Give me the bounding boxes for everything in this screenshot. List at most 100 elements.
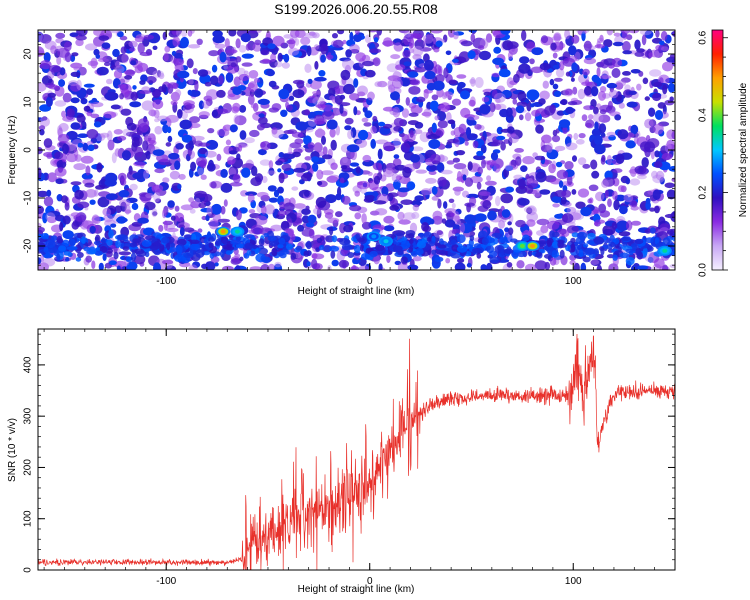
heatmap-cell bbox=[278, 237, 286, 245]
heatmap-cell bbox=[594, 121, 599, 132]
heatmap-cell bbox=[407, 264, 419, 270]
heatmap-cell bbox=[198, 142, 211, 147]
heatmap-cell bbox=[277, 168, 282, 173]
heatmap-cell bbox=[188, 78, 194, 85]
heatmap-cell bbox=[536, 230, 544, 236]
heatmap-cell bbox=[414, 66, 427, 73]
heatmap-cell bbox=[220, 168, 228, 178]
heatmap-cell bbox=[357, 85, 368, 97]
heatmap-cell bbox=[410, 200, 423, 206]
heatmap-cell bbox=[466, 262, 472, 268]
heatmap-cell bbox=[565, 88, 573, 96]
heatmap-cell bbox=[210, 181, 217, 189]
heatmap-cell bbox=[343, 83, 355, 95]
heatmap-cell bbox=[162, 124, 169, 134]
heatmap-cell bbox=[506, 77, 515, 88]
heatmap-cell bbox=[338, 259, 350, 268]
heatmap-cell bbox=[130, 60, 137, 66]
heatmap-cell bbox=[85, 189, 97, 198]
heatmap-cell bbox=[129, 242, 138, 248]
heatmap-cell bbox=[562, 126, 568, 135]
heatmap-cell bbox=[476, 150, 484, 157]
heatmap-cell bbox=[444, 208, 458, 215]
heatmap-cell bbox=[476, 252, 482, 259]
heatmap-cell bbox=[283, 202, 295, 212]
heatmap-cell bbox=[448, 198, 455, 203]
heatmap-cell bbox=[578, 133, 586, 139]
heatmap-cell bbox=[58, 245, 67, 252]
heatmap-cell bbox=[547, 220, 560, 230]
heatmap-cell bbox=[416, 240, 426, 249]
heatmap-cell bbox=[179, 226, 185, 237]
heatmap-cell bbox=[652, 92, 662, 102]
heatmap-cell bbox=[196, 38, 203, 45]
heatmap-cell bbox=[642, 247, 648, 256]
heatmap-cell bbox=[219, 250, 225, 258]
heatmap-cell bbox=[205, 261, 216, 270]
heatmap-cell bbox=[238, 74, 250, 82]
heatmap-cell bbox=[227, 156, 236, 165]
heatmap-cell bbox=[372, 115, 378, 122]
heatmap-cell bbox=[544, 105, 555, 116]
heatmap-cell bbox=[415, 169, 428, 174]
heatmap-cell bbox=[305, 222, 315, 228]
heatmap-cell bbox=[39, 116, 50, 127]
heatmap-cell bbox=[551, 231, 560, 238]
heatmap-cell bbox=[257, 98, 270, 105]
heatmap-cell bbox=[383, 37, 393, 47]
heatmap-cell bbox=[286, 243, 293, 250]
heatmap-cell bbox=[295, 121, 308, 131]
heatmap-cell bbox=[267, 170, 276, 175]
heatmap-cell bbox=[318, 245, 325, 251]
heatmap-cell bbox=[552, 241, 560, 249]
heatmap-cell bbox=[115, 240, 121, 249]
heatmap-cell bbox=[174, 212, 185, 222]
heatmap-cell bbox=[268, 197, 278, 203]
heatmap-cell bbox=[556, 169, 569, 180]
heatmap-cell bbox=[270, 53, 277, 62]
heatmap-cell bbox=[666, 189, 675, 200]
heatmap-cell bbox=[516, 260, 525, 269]
heatmap-cell bbox=[277, 186, 284, 194]
heatmap-cell bbox=[437, 104, 450, 110]
heatmap-cell bbox=[566, 206, 577, 214]
heatmap-cell bbox=[261, 175, 268, 184]
heatmap-cell bbox=[644, 30, 654, 39]
heatmap-cell bbox=[176, 245, 183, 255]
heatmap-cell bbox=[647, 256, 654, 263]
heatmap-cell bbox=[248, 70, 259, 79]
heatmap-cell bbox=[397, 262, 409, 270]
heatmap-cell bbox=[408, 103, 417, 109]
heatmap-cell bbox=[178, 173, 186, 180]
heatmap-cell bbox=[454, 262, 466, 270]
heatmap-cell bbox=[74, 189, 84, 200]
heatmap-cell bbox=[527, 178, 533, 184]
heatmap-cell bbox=[119, 93, 124, 100]
heatmap-cell bbox=[364, 69, 376, 78]
heatmap-cell bbox=[157, 115, 169, 122]
heatmap-cell bbox=[533, 189, 541, 197]
colorbar-tick-label: 0.0 bbox=[698, 263, 709, 277]
heatmap-cell bbox=[393, 154, 400, 160]
heatmap-cell bbox=[508, 227, 514, 236]
heatmap-cell bbox=[491, 141, 501, 147]
heatmap-cell bbox=[43, 138, 53, 148]
heatmap-cell bbox=[38, 32, 42, 40]
heatmap-cell bbox=[492, 57, 504, 65]
heatmap-cell bbox=[251, 165, 258, 177]
heatmap-cell bbox=[490, 151, 499, 161]
heatmap-cell bbox=[553, 33, 561, 43]
heatmap-cell bbox=[572, 86, 578, 95]
heatmap-cell bbox=[306, 45, 312, 57]
heatmap-cell bbox=[493, 163, 501, 173]
heatmap-cell bbox=[95, 185, 105, 190]
heatmap-cell bbox=[249, 129, 260, 138]
heatmap-cell bbox=[510, 238, 518, 243]
heatmap-cell bbox=[453, 163, 467, 170]
heatmap-cell bbox=[622, 30, 628, 40]
heatmap-cell bbox=[550, 42, 557, 51]
heatmap-cell bbox=[99, 132, 110, 138]
heatmap-cell bbox=[392, 245, 403, 253]
heatmap-cell bbox=[535, 124, 544, 134]
